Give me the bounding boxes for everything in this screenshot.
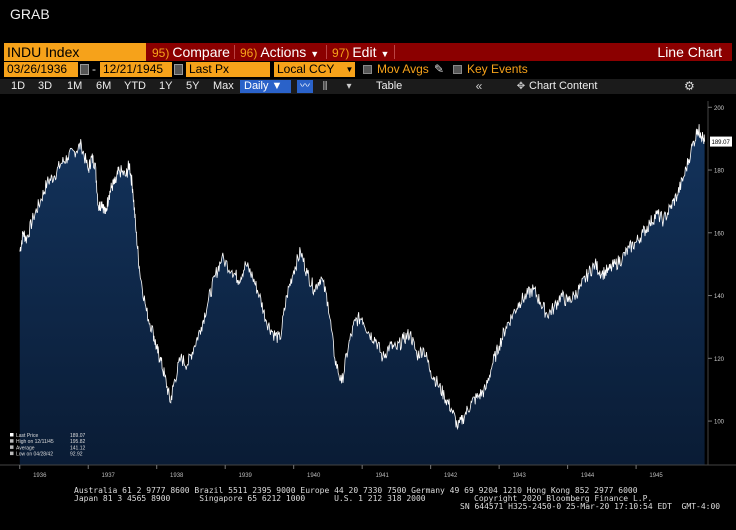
footer-contacts-2: Japan 81 3 4565 8900 Singapore 65 6212 1… [74,494,426,503]
period-1d[interactable]: 1D [11,80,26,92]
legend-value: 195.82 [70,439,86,445]
period-max[interactable]: Max [213,80,234,92]
caret-down-icon: ▼ [380,49,390,59]
gear-icon[interactable]: ⚙ [684,79,695,93]
candlestick-icon[interactable]: ⫼ [322,81,328,92]
period-5y[interactable]: 5Y [186,80,200,92]
footer-contacts-1: Australia 61 2 9777 8600 Brazil 5511 239… [74,486,638,495]
start-date-field[interactable]: 03/26/1936 [4,62,78,77]
mov-avgs-checkbox[interactable] [363,65,372,74]
line-chart-icon[interactable]: 〰 [297,80,313,93]
divider [394,45,395,59]
legend-swatch [10,439,14,443]
divider [234,45,235,59]
chevron-down-icon[interactable]: ▾ [346,81,352,92]
legend-value: 92.92 [70,452,83,458]
period-bar: 1D 3D 1M 6M YTD 1Y 5Y Max Daily ▼ 〰 ⫼ ▾ … [0,79,736,94]
edit-label: Edit [352,44,377,60]
x-tick-label: 1939 [239,473,253,479]
legend-label: High on 12/11/45 [16,439,54,445]
period-6m[interactable]: 6M [96,80,112,92]
table-button[interactable]: Table [376,80,403,92]
dropdown-arrow-icon[interactable]: ▼ [344,62,355,77]
period-3d[interactable]: 3D [38,80,53,92]
edit-num: 97) [332,46,350,60]
window-title: GRAB [10,6,50,22]
actions-num: 96) [240,46,258,60]
params-bar: 03/26/1936 - 12/21/1945 Last Px Local CC… [4,62,732,78]
period-1y[interactable]: 1Y [159,80,173,92]
header-bar: INDU Index 95) Compare 96) Actions ▼ 97) Edi… [4,43,732,61]
x-tick-label: 1945 [649,473,663,479]
legend-swatch [10,451,14,456]
legend-label: Low on 04/28/42 [16,452,53,458]
y-tick-label: 180 [714,169,725,175]
footer-session: SN 644571 H325-2450-0 25-Mar-20 17:10:54… [460,502,721,511]
chart-content-button[interactable]: Chart Content [529,80,598,92]
period-ytd[interactable]: YTD [124,80,146,92]
footer-copyright: Copyright 2020 Bloomberg Finance L.P. [474,494,653,503]
x-tick-label: 1943 [512,473,526,479]
divider [326,45,327,59]
chart-area: 100 120 140 160 180 200 1936 1937 1938 1939 1940 1… [0,95,736,480]
x-tick-label: 1942 [444,473,458,479]
legend-value: 141.12 [70,445,86,451]
y-tick-label: 100 [714,420,725,426]
price-field-select[interactable]: Last Px [186,62,270,77]
legend-swatch [10,445,14,449]
chart-type-label[interactable]: Line Chart [657,44,722,60]
y-tick-label: 140 [714,294,725,300]
y-tick-label: 160 [714,231,725,237]
end-date-field[interactable]: 12/21/1945 [100,62,172,77]
actions-label: Actions [260,44,307,60]
y-tick-label: 200 [714,106,725,112]
legend-value: 189.07 [70,433,86,439]
x-tick-label: 1936 [33,473,47,479]
x-tick-label: 1941 [375,473,389,479]
compare-num: 95) [152,46,170,60]
compare-button[interactable]: 95) Compare [152,43,230,61]
legend-label: Average [16,445,35,451]
caret-down-icon: ▼ [310,49,320,59]
legend-label: Last Price [16,433,38,439]
compare-label: Compare [172,44,230,60]
key-events-checkbox[interactable] [453,65,462,74]
currency-select[interactable]: Local CCY [274,62,344,77]
frequency-select[interactable]: Daily ▼ [240,80,291,93]
date-separator: - [92,62,96,76]
ticker-field[interactable]: INDU Index [4,43,146,61]
pencil-icon[interactable]: ✎ [434,62,445,76]
x-tick-label: 1944 [581,473,595,479]
actions-button[interactable]: 96) Actions ▼ [240,43,319,61]
move-icon[interactable]: ✥ [516,81,526,92]
x-tick-label: 1938 [170,473,184,479]
price-line [19,124,705,431]
edit-button[interactable]: 97) Edit ▼ [332,43,389,61]
x-tick-label: 1937 [102,473,116,479]
last-value-tag [710,136,732,147]
frequency-label: Daily [244,80,269,92]
y-tick-label: 120 [714,357,725,363]
last-value-label: 189.07 [712,140,731,146]
key-events-label[interactable]: Key Events [467,62,528,76]
x-tick-label: 1940 [307,473,321,479]
collapse-icon[interactable]: « [475,79,483,93]
price-area-fill [19,124,705,465]
mov-avgs-label[interactable]: Mov Avgs [377,62,429,76]
calendar-icon[interactable] [174,64,183,75]
calendar-icon[interactable] [80,64,89,75]
period-1m[interactable]: 1M [67,80,83,92]
price-chart[interactable]: 100 120 140 160 180 200 1936 1937 1938 1939 1940 1… [0,95,736,480]
legend-swatch [10,433,14,437]
